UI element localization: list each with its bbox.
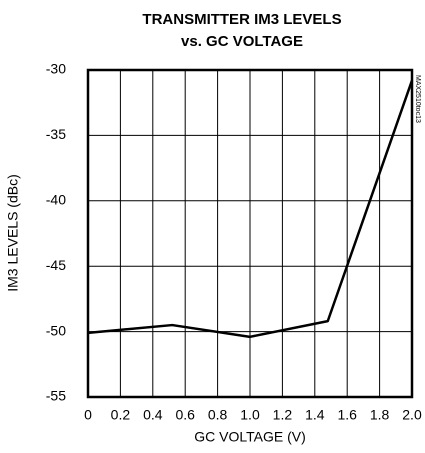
data-line bbox=[87, 80, 414, 339]
plot-frame bbox=[86, 68, 414, 399]
y-tick-label: -40 bbox=[46, 192, 66, 208]
x-tick-label: 1.4 bbox=[305, 407, 325, 423]
x-tick-label: 0.6 bbox=[175, 407, 195, 423]
chart-title: TRANSMITTER IM3 LEVELS bbox=[142, 11, 341, 28]
y-axis-label: IM3 LEVELS (dBc) bbox=[5, 174, 21, 292]
x-tick-label: 1.6 bbox=[337, 407, 357, 423]
chart-subtitle: vs. GC VOLTAGE bbox=[181, 33, 303, 50]
watermark: MAX2510toc13 bbox=[414, 75, 421, 123]
x-tick-label: 1.8 bbox=[370, 407, 390, 423]
x-tick-label: 0.4 bbox=[143, 407, 163, 423]
x-tick-label: 0 bbox=[84, 407, 92, 423]
y-tick-label: -45 bbox=[46, 257, 66, 273]
x-tick-label: 0.2 bbox=[111, 407, 131, 423]
y-tick-label: -30 bbox=[46, 61, 66, 77]
y-tick-label: -50 bbox=[46, 322, 66, 338]
y-tick-label: -55 bbox=[46, 388, 66, 404]
x-tick-label: 1.2 bbox=[273, 407, 293, 423]
x-tick-label: 2.0 bbox=[402, 407, 422, 423]
x-tick-label: 1.0 bbox=[240, 407, 260, 423]
x-axis-label: GC VOLTAGE (V) bbox=[194, 429, 306, 445]
y-tick-label: -35 bbox=[46, 126, 66, 142]
x-tick-label: 0.8 bbox=[208, 407, 228, 423]
